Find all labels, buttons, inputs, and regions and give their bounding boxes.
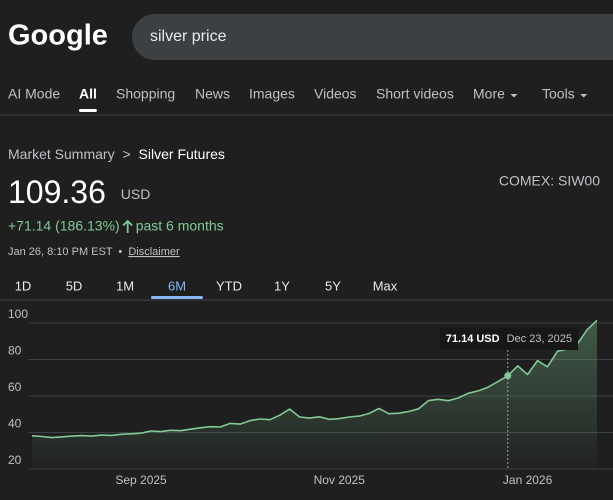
nav-tab[interactable]: Images — [249, 86, 295, 102]
timestamp: Jan 26, 8:10 PM EST — [8, 246, 113, 258]
range-tab[interactable]: 1Y — [274, 278, 290, 293]
dropdown-caret — [580, 94, 588, 98]
nav-tab[interactable]: Videos — [314, 86, 357, 102]
dropdown-caret — [510, 94, 518, 98]
separator: • — [118, 246, 122, 258]
nav-tab[interactable]: More — [473, 86, 505, 102]
search-query[interactable]: silver price — [150, 28, 227, 45]
nav-tab[interactable]: Tools — [542, 86, 575, 102]
logo[interactable]: Google — [8, 20, 108, 52]
tooltip-box — [439, 328, 579, 350]
y-tick-label: 20 — [8, 453, 22, 467]
range-tab[interactable]: YTD — [216, 278, 242, 293]
disclaimer-link[interactable]: Disclaimer — [128, 246, 180, 258]
range-tab[interactable]: 5Y — [325, 278, 341, 293]
nav-tab[interactable]: News — [195, 86, 230, 102]
active-tab-indicator — [79, 109, 97, 112]
price: 109.36 USD — [8, 174, 150, 210]
y-tick-label: 80 — [8, 344, 22, 358]
x-tick-label: Nov 2025 — [314, 473, 366, 487]
range-tab[interactable]: 6M — [168, 278, 186, 293]
price-line — [31, 319, 598, 439]
search-box[interactable] — [132, 14, 613, 60]
hover-point — [504, 372, 512, 380]
breadcrumb-separator: > — [122, 146, 130, 162]
nav-tab[interactable]: All — [79, 86, 97, 102]
chart: 20 40 60 80 100 Sep 2025 Nov 2025 Jan 2026 71.14… — [8, 307, 613, 487]
tooltip-date: Dec 23, 2025 — [507, 333, 572, 345]
active-range-indicator — [151, 296, 203, 299]
range-tabs: 1D 5D 1M 6M YTD 1Y 5Y Max — [15, 278, 398, 299]
y-tick-label: 60 — [8, 380, 22, 394]
instrument-name: Silver Futures — [139, 146, 225, 162]
price-change: +71.14 (186.13%) — [8, 218, 120, 234]
tooltip-value: 71.14 USD — [446, 333, 500, 345]
area — [32, 320, 597, 469]
nav-tab[interactable]: AI Mode — [8, 86, 60, 102]
x-tick-label: Sep 2025 — [115, 473, 167, 487]
x-tick-label: Jan 2026 — [503, 473, 553, 487]
range-tab[interactable]: 1M — [116, 278, 134, 293]
nav-tab[interactable]: Shopping — [116, 86, 175, 102]
y-tick-label: 100 — [8, 307, 28, 321]
nav-tab[interactable]: Short videos — [376, 86, 454, 102]
price-value: 109.36 — [8, 174, 106, 210]
y-tick-label: 40 — [8, 417, 22, 431]
breadcrumb: Market Summary > Silver Futures — [8, 146, 225, 162]
breadcrumb-link[interactable]: Market Summary — [8, 146, 115, 162]
range-tab[interactable]: 1D — [15, 278, 32, 293]
change-period: past 6 months — [136, 218, 224, 234]
currency: USD — [121, 186, 151, 202]
nav-tabs: AI Mode All Shopping News Images Videos Short … — [8, 86, 588, 112]
timestamp-line: Jan 26, 8:10 PM EST • Disclaimer — [8, 246, 180, 258]
range-tab[interactable]: 5D — [66, 278, 83, 293]
exchange: COMEX: SIW00 — [499, 173, 600, 189]
up-arrow-icon — [122, 219, 133, 233]
range-tab[interactable]: Max — [373, 278, 398, 293]
